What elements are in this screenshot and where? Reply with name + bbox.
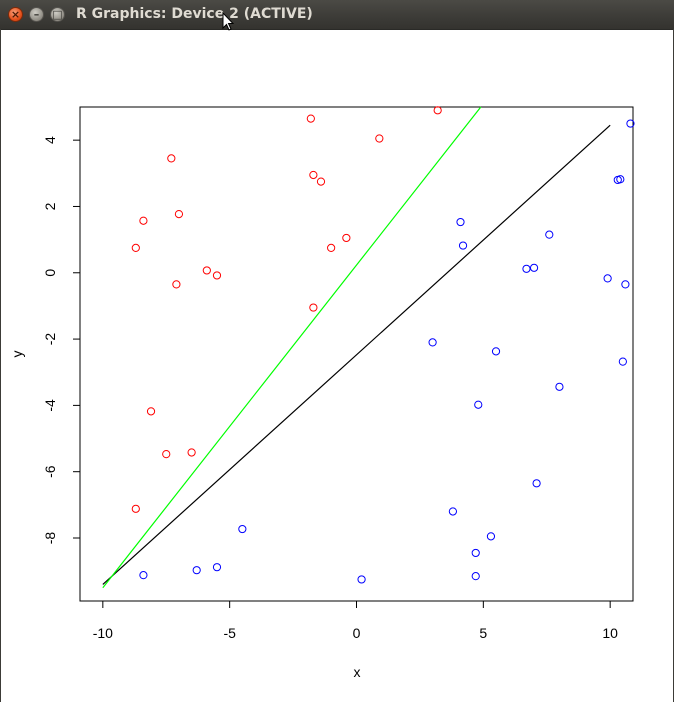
blue-point (486, 532, 496, 541)
red-point (146, 407, 156, 416)
blue-point (471, 572, 480, 581)
blue-point (212, 563, 222, 572)
boundary-line (102, 106, 482, 589)
maximize-button[interactable]: □ (50, 7, 65, 22)
y-tick-label: 4 (42, 136, 58, 144)
blue-point (491, 347, 501, 356)
red-point (187, 448, 196, 457)
y-tick-label: -8 (42, 532, 58, 545)
y-tick-label: -6 (42, 465, 58, 478)
y-tick-label: -4 (42, 399, 58, 412)
blue-point (616, 175, 625, 184)
red-point (174, 209, 184, 219)
red-point (327, 243, 336, 253)
red-point (309, 170, 318, 180)
blue-point (626, 119, 635, 128)
y-tick-label: 2 (42, 202, 58, 210)
blue-point (545, 230, 554, 239)
blue-point (192, 566, 201, 575)
blue-point (522, 264, 531, 273)
red-point (202, 266, 211, 275)
y-tick-label: 0 (42, 269, 58, 277)
x-tick-label: -10 (93, 625, 113, 641)
red-point (433, 106, 442, 115)
blue-point (448, 507, 457, 516)
blue-point (474, 400, 483, 409)
blue-point (238, 524, 247, 534)
red-point (139, 216, 148, 225)
fit-lines (102, 106, 611, 589)
blue-point (529, 263, 539, 272)
x-tick-label: -5 (223, 625, 236, 641)
red-point (342, 233, 351, 243)
red-point (316, 177, 326, 186)
blue-point (139, 571, 148, 580)
blue-point (471, 548, 480, 558)
blue-point (532, 479, 541, 488)
red-point (131, 243, 140, 253)
close-button[interactable]: × (8, 7, 23, 22)
blue-point (357, 575, 366, 584)
x-tick-label: 10 (602, 625, 618, 641)
red-point (162, 450, 171, 459)
blue-point (618, 357, 627, 366)
red-point (309, 303, 318, 312)
minimize-button[interactable]: – (29, 7, 44, 22)
red-point (306, 114, 315, 123)
blue-point (456, 217, 465, 227)
data-points (131, 106, 635, 584)
title-bar[interactable]: × – □ R Graphics: Device 2 (ACTIVE) (0, 0, 674, 31)
red-point (172, 280, 181, 289)
blue-point (458, 241, 468, 250)
plot-area: -10 -5 0 5 10 4 2 0 -2 -4 -6 -8 x y (0, 29, 674, 702)
red-point (375, 134, 384, 143)
blue-point (555, 382, 564, 391)
boundary-line (102, 124, 611, 585)
red-point (131, 504, 140, 513)
mouse-cursor-icon (222, 12, 234, 31)
scatter-plot: -10 -5 0 5 10 4 2 0 -2 -4 -6 -8 x y (9, 106, 635, 680)
x-axis-label: x (354, 664, 361, 680)
red-point (167, 154, 176, 163)
red-point (212, 271, 222, 280)
blue-point (603, 274, 612, 283)
plot-frame (79, 106, 634, 602)
x-tick-label: 5 (479, 625, 487, 641)
y-axis: 4 2 0 -2 -4 -6 -8 (42, 136, 80, 544)
y-tick-label: -2 (42, 333, 58, 346)
blue-point (621, 280, 630, 289)
y-axis-label: y (9, 351, 25, 358)
x-tick-label: 0 (353, 625, 361, 641)
window-title: R Graphics: Device 2 (ACTIVE) (76, 6, 313, 22)
x-axis: -10 -5 0 5 10 (93, 601, 618, 641)
blue-point (428, 338, 437, 347)
